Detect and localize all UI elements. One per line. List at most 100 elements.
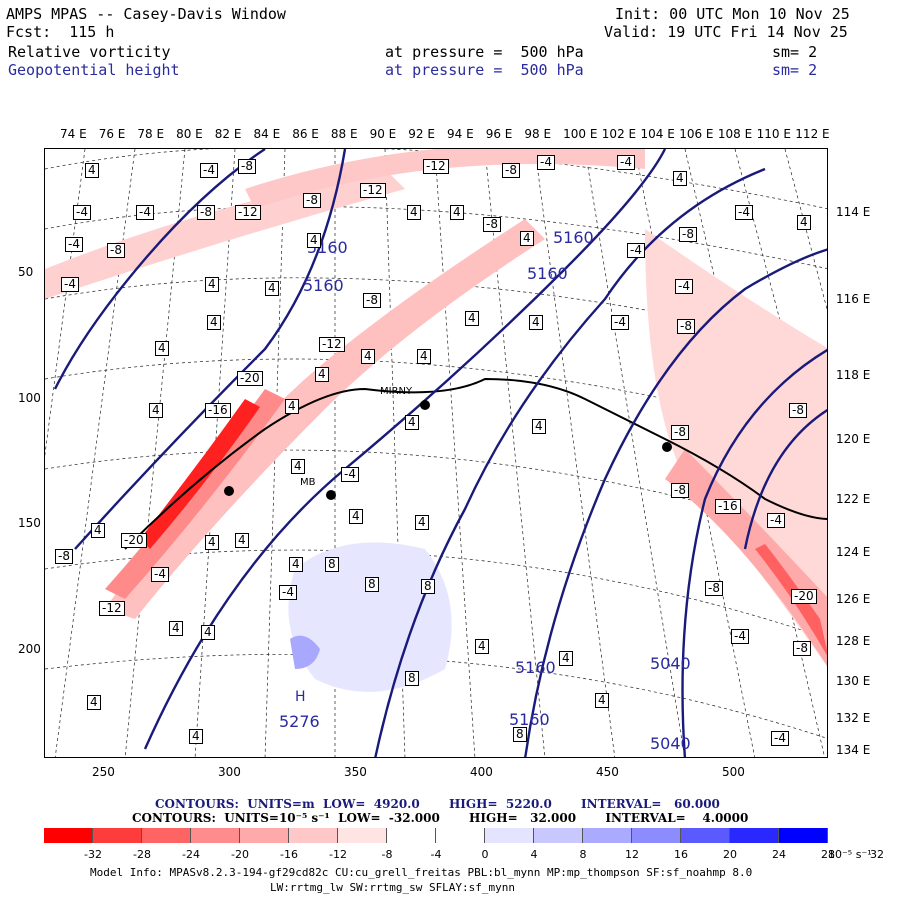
colorbar-tick: 24	[772, 848, 786, 861]
vort-label: -4	[611, 315, 629, 330]
vort-label: -20	[237, 371, 263, 386]
height-label: 5160	[527, 264, 568, 283]
colorbar-swatch	[436, 828, 485, 843]
vort-label: -4	[200, 163, 218, 178]
colorbar	[44, 828, 828, 843]
vort-label: -4	[735, 205, 753, 220]
bottom-x-tick: 350	[344, 765, 367, 779]
colorbar-tick: -28	[133, 848, 151, 861]
left-y-tick: 50	[18, 265, 34, 279]
vort-label: -16	[715, 499, 741, 514]
vort-label: 4	[87, 695, 101, 710]
colorbar-swatch	[191, 828, 240, 843]
right-lon-tick: 114 E	[836, 205, 871, 219]
top-lon-tick: 84 E	[253, 127, 281, 141]
vort-label: 4	[307, 233, 321, 248]
top-lon-tick: 94 E	[447, 127, 474, 141]
vort-label: -8	[303, 193, 321, 208]
colorbar-swatch	[142, 828, 191, 843]
top-lon-tick: 106 E	[679, 127, 714, 141]
top-lon-tick: 112 E	[795, 127, 830, 141]
vort-label: 4	[405, 415, 419, 430]
vort-label: -8	[107, 243, 125, 258]
vort-label: 4	[520, 231, 534, 246]
positive-vorticity-shading	[288, 542, 452, 692]
map-panel[interactable]: MIRNY MB 5160 5160 5160 5160 5160 5160 5…	[44, 148, 828, 758]
vort-label: -4	[627, 243, 645, 258]
colorbar-tick: -16	[280, 848, 298, 861]
vort-label: 4	[289, 557, 303, 572]
station-label-mirny: MIRNY	[380, 386, 413, 397]
vort-label: -8	[483, 217, 501, 232]
valid-time: Valid: 19 UTC Fri 14 Nov 25	[604, 23, 848, 41]
colorbar-tick: 20	[723, 848, 737, 861]
vorticity-contours-legend: CONTOURS: UNITS=10⁻⁵ s⁻¹ LOW= -32.000 HI…	[132, 811, 749, 825]
colorbar-swatch	[485, 828, 534, 843]
vort-label: 4	[450, 205, 464, 220]
vort-label: 4	[595, 693, 609, 708]
vort-label: -20	[121, 533, 147, 548]
colorbar-tick: -20	[231, 848, 249, 861]
vort-label: -4	[767, 513, 785, 528]
vort-label: 8	[325, 557, 339, 572]
right-lon-tick: 120 E	[836, 432, 871, 446]
vort-label: 4	[407, 205, 421, 220]
colorbar-tick: 8	[579, 848, 587, 861]
vort-label: 4	[85, 163, 99, 178]
vort-label: 4	[315, 367, 329, 382]
model-info: Model Info: MPASv8.2.3-194-gf29cd82c CU:…	[90, 866, 753, 879]
colorbar-swatch	[338, 828, 387, 843]
vort-label: 8	[405, 671, 419, 686]
left-y-tick: 100	[18, 391, 41, 405]
vort-label: 4	[155, 341, 169, 356]
top-lon-tick: 104 E	[640, 127, 675, 141]
top-lon-tick: 88 E	[330, 127, 358, 141]
right-lon-tick: 128 E	[836, 634, 871, 648]
vort-label: -12	[423, 159, 449, 174]
vort-label: -4	[731, 629, 749, 644]
field2-smoothing: sm= 2	[772, 61, 818, 79]
bottom-x-tick: 300	[218, 765, 241, 779]
vort-label: 8	[365, 577, 379, 592]
colorbar-swatch	[534, 828, 583, 843]
colorbar-tick: 12	[625, 848, 639, 861]
vort-label: -8	[679, 227, 697, 242]
plot-title: AMPS MPAS -- Casey-Davis Window	[6, 5, 286, 23]
vort-label: -4	[61, 277, 79, 292]
bottom-x-tick: 400	[470, 765, 493, 779]
right-lon-tick: 124 E	[836, 545, 871, 559]
station-label-mb: MB	[300, 477, 316, 488]
top-lon-tick: 98 E	[524, 127, 552, 141]
right-lon-tick: 132 E	[836, 711, 871, 725]
height-contours-legend: CONTOURS: UNITS=m LOW= 4920.0 HIGH= 5220…	[155, 797, 720, 811]
model-info-line2: LW:rrtmg_lw SW:rrtmg_sw SFLAY:sf_mynn	[270, 881, 516, 894]
height-label: 5040	[650, 654, 691, 673]
vort-label: 4	[529, 315, 543, 330]
vort-label: 4	[349, 509, 363, 524]
colorbar-swatch	[583, 828, 632, 843]
vort-label: 4	[149, 403, 163, 418]
colorbar-unit: 10⁻⁵ s⁻¹	[828, 848, 872, 861]
right-lon-tick: 130 E	[836, 674, 871, 688]
colorbar-swatch	[632, 828, 681, 843]
station-markers	[224, 400, 672, 500]
vort-label: -8	[671, 425, 689, 440]
top-lon-tick: 76 E	[98, 127, 126, 141]
height-label: 5160	[515, 658, 556, 677]
vort-label: -4	[341, 467, 359, 482]
top-lon-tick: 86 E	[292, 127, 319, 141]
height-label: 5276	[279, 712, 320, 731]
vort-label: 4	[465, 311, 479, 326]
vort-label: -12	[319, 337, 345, 352]
colorbar-swatch	[240, 828, 289, 843]
vort-label: 4	[797, 215, 811, 230]
vort-label: 4	[265, 281, 279, 296]
top-lon-tick: 74 E	[60, 127, 87, 141]
vort-label: -8	[793, 641, 811, 656]
vort-label: -8	[789, 403, 807, 418]
vort-label: 4	[285, 399, 299, 414]
vort-label: -4	[279, 585, 297, 600]
vort-label: 4	[169, 621, 183, 636]
colorbar-tick: -32	[84, 848, 102, 861]
vort-label: -8	[363, 293, 381, 308]
